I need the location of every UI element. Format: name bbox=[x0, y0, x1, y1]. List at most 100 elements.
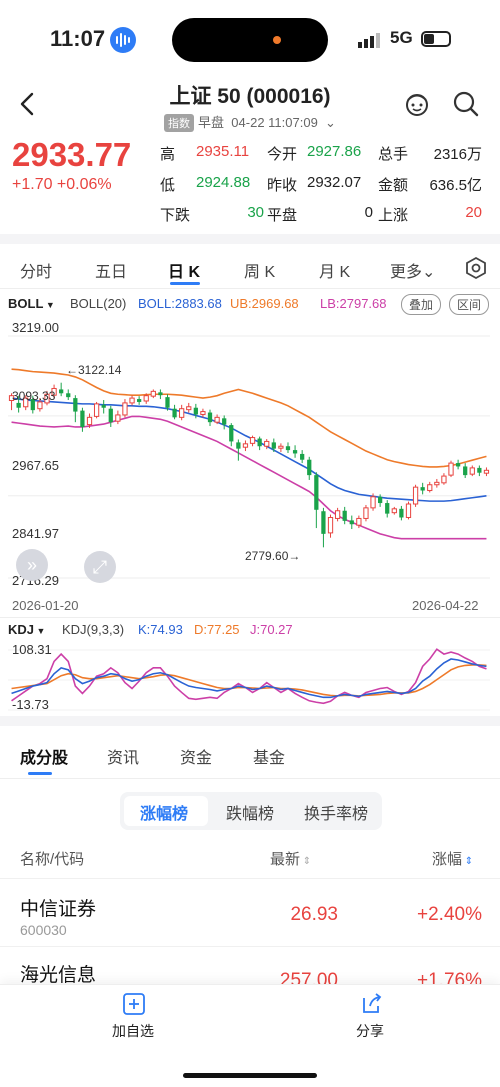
candle-body bbox=[51, 387, 57, 396]
candle bbox=[292, 445, 298, 458]
candle-body bbox=[271, 442, 276, 449]
candle bbox=[186, 402, 192, 413]
tab-weekly-k[interactable]: 周 K bbox=[244, 264, 276, 281]
tab-monthly-k[interactable]: 月 K bbox=[319, 264, 351, 281]
amount-label: 金额 bbox=[378, 177, 409, 194]
high-annotation-value: 3122.14 bbox=[78, 363, 122, 377]
col-latest-price-label: 最新 bbox=[270, 851, 301, 868]
candle bbox=[399, 505, 404, 521]
stock-price: 26.93 bbox=[290, 904, 338, 925]
candle-body bbox=[334, 510, 341, 519]
market-session-line[interactable]: 指数 早盘 04-22 11:07:09 ⌄ bbox=[0, 112, 500, 132]
candle bbox=[356, 515, 362, 529]
volume-value: 2316万 bbox=[433, 146, 482, 163]
candle-body bbox=[73, 398, 78, 412]
share-icon[interactable] bbox=[360, 992, 384, 1021]
add-watchlist-button[interactable]: 加自选 bbox=[112, 1023, 154, 1039]
col-change-pct[interactable]: 涨幅 ⇕ bbox=[432, 848, 473, 869]
candle-body bbox=[186, 406, 192, 411]
expand-chart-icon[interactable]: » bbox=[16, 549, 48, 581]
prev-close-value: 2932.07 bbox=[307, 174, 362, 191]
candle bbox=[73, 395, 78, 423]
kdj-params: KDJ(9,3,3) bbox=[62, 622, 125, 637]
tab-constituents[interactable]: 成分股 bbox=[20, 750, 69, 767]
divider bbox=[0, 288, 500, 289]
divider bbox=[0, 778, 500, 779]
caret-down-icon: ▼ bbox=[34, 626, 46, 636]
quote-datetime: 04-22 11:07:09 bbox=[231, 115, 318, 130]
candle-body bbox=[314, 475, 319, 510]
candle bbox=[236, 439, 241, 461]
y-tick-label: 2967.65 bbox=[12, 458, 59, 473]
tab-daily-k[interactable]: 日 K bbox=[168, 264, 201, 281]
candle bbox=[349, 515, 354, 530]
candle-body bbox=[385, 503, 390, 514]
candle-body bbox=[236, 442, 241, 449]
sort-desc-icon: ⇕ bbox=[462, 856, 474, 867]
boll-selector[interactable]: BOLL ▼ bbox=[8, 296, 55, 311]
chevron-down-icon[interactable]: ⌄ bbox=[321, 115, 336, 130]
fullscreen-icon[interactable]: ⤢ bbox=[84, 551, 116, 583]
kdj-selector[interactable]: KDJ ▼ bbox=[8, 622, 45, 637]
overlay-button[interactable]: 叠加 bbox=[401, 294, 442, 315]
y-tick-label: 3219.00 bbox=[12, 320, 59, 335]
divider bbox=[0, 234, 500, 244]
segment-top-losers[interactable]: 跌幅榜 bbox=[226, 806, 275, 823]
candle-body bbox=[342, 510, 347, 521]
range-button[interactable]: 区间 bbox=[449, 294, 490, 315]
segment-turnover[interactable]: 换手率榜 bbox=[304, 806, 369, 823]
candle bbox=[8, 393, 15, 411]
tab-capital[interactable]: 资金 bbox=[180, 750, 213, 767]
kline-chart[interactable] bbox=[0, 316, 500, 596]
open-label: 今开 bbox=[267, 146, 298, 163]
share-button[interactable]: 分享 bbox=[356, 1023, 384, 1039]
kdj-k: K:74.93 bbox=[138, 622, 183, 637]
divider bbox=[0, 617, 500, 618]
candle bbox=[143, 393, 149, 404]
search-icon[interactable] bbox=[452, 90, 480, 123]
caret-down-icon: ▼ bbox=[43, 300, 55, 310]
boll-params: BOLL(20) bbox=[70, 296, 127, 311]
candle-body bbox=[327, 516, 334, 534]
candle-body bbox=[356, 517, 362, 526]
tab-five-day[interactable]: 五日 bbox=[95, 264, 128, 281]
table-row[interactable]: 中信证券 600030 26.93 +2.40% bbox=[0, 880, 500, 946]
candle-body bbox=[122, 402, 128, 416]
candle bbox=[314, 472, 319, 529]
col-latest-price[interactable]: 最新 ⇕ bbox=[270, 848, 311, 869]
candle bbox=[363, 504, 369, 522]
candle-body bbox=[378, 496, 383, 504]
divider bbox=[0, 946, 500, 947]
table-row[interactable]: 海光信息 257.00 +1.76% bbox=[0, 948, 500, 991]
candle bbox=[427, 481, 433, 493]
dynamic-island bbox=[172, 18, 328, 62]
tab-more-label: 更多 bbox=[390, 264, 423, 281]
candle bbox=[179, 404, 185, 421]
tab-more[interactable]: 更多⌄ bbox=[390, 258, 435, 282]
segment-top-gainers[interactable]: 涨幅榜 bbox=[140, 806, 189, 823]
candle bbox=[122, 399, 128, 418]
candle-body bbox=[363, 507, 369, 519]
add-watchlist-icon[interactable] bbox=[122, 992, 146, 1021]
tab-intraday[interactable]: 分时 bbox=[20, 264, 53, 281]
candle-body bbox=[115, 414, 121, 422]
candle bbox=[242, 440, 249, 452]
candle-body bbox=[150, 390, 156, 397]
back-arrow-icon[interactable] bbox=[16, 90, 40, 118]
candle bbox=[434, 478, 440, 488]
stock-name: 海光信息 bbox=[20, 965, 97, 986]
boll-lb-line bbox=[11, 415, 487, 540]
settings-hexagon-icon[interactable] bbox=[464, 256, 488, 285]
candle-body bbox=[172, 408, 177, 418]
low-annotation-value: 2779.60 bbox=[245, 549, 289, 563]
candle bbox=[137, 396, 142, 405]
candle-body bbox=[477, 467, 482, 473]
tab-news[interactable]: 资讯 bbox=[107, 750, 140, 767]
assistant-avatar-icon[interactable] bbox=[403, 90, 431, 123]
tab-funds[interactable]: 基金 bbox=[253, 750, 286, 767]
candle bbox=[207, 409, 213, 427]
kdj-chart[interactable] bbox=[0, 640, 500, 716]
home-indicator bbox=[183, 1073, 317, 1078]
candle-body bbox=[143, 395, 149, 402]
up-count: 20 bbox=[465, 204, 482, 221]
